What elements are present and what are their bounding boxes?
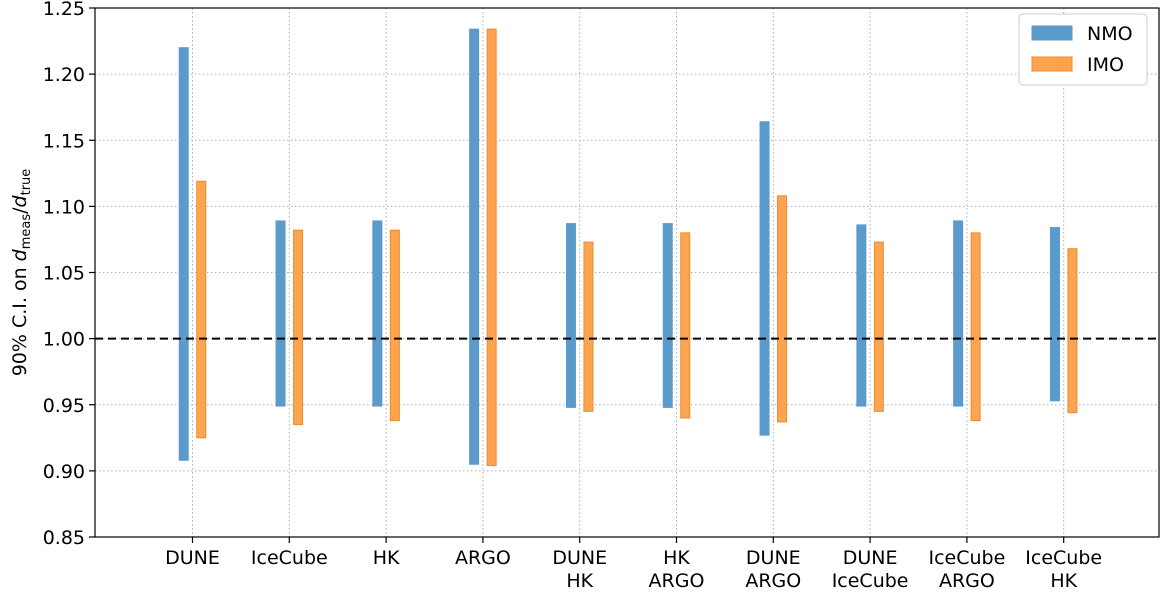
bar-nmo	[178, 47, 189, 461]
bar-imo	[293, 229, 304, 426]
x-tick-label: DUNE	[843, 547, 898, 569]
y-axis-label: 90% C.I. on dmeas/dtrue	[9, 169, 34, 377]
bar-imo	[486, 28, 497, 467]
y-tick-label: 0.95	[43, 395, 85, 417]
bar-nmo	[1049, 227, 1060, 402]
bar-nmo	[662, 223, 673, 408]
x-tick-label: DUNE	[746, 547, 801, 569]
bar-imo	[777, 195, 788, 423]
x-tick-label: ARGO	[939, 570, 995, 592]
x-tick-label: ARGO	[455, 547, 511, 569]
y-tick-label: 1.25	[43, 0, 85, 20]
x-tick-label: DUNE	[165, 547, 220, 569]
x-tick-label: ARGO	[745, 570, 801, 592]
x-tick-label: IceCube	[251, 547, 328, 569]
bar-nmo	[372, 220, 383, 407]
x-tick-label: HK	[373, 547, 400, 569]
y-tick-label: 1.10	[43, 196, 85, 218]
y-tick-label: 1.00	[43, 329, 85, 351]
legend-label-nmo: NMO	[1087, 23, 1133, 45]
bar-imo	[389, 229, 400, 422]
y-tick-label: 1.05	[43, 263, 85, 285]
x-tick-label: HK	[663, 547, 690, 569]
bar-nmo	[469, 28, 480, 465]
y-axis-label-den-var: d	[9, 194, 31, 207]
legend: NMO IMO	[1018, 13, 1148, 86]
grid-lines	[95, 7, 1159, 538]
y-tick-label: 0.85	[43, 527, 85, 549]
x-tick-label: DUNE	[552, 547, 607, 569]
x-tick-label: IceCube	[832, 570, 909, 592]
bar-imo	[680, 232, 691, 419]
bar-imo	[583, 241, 594, 412]
y-tick-label: 0.90	[43, 461, 85, 483]
y-tick-label: 1.15	[43, 130, 85, 152]
bar-imo	[196, 180, 207, 439]
bars	[178, 28, 1078, 467]
y-tick-label: 1.20	[43, 64, 85, 86]
y-axis-label-den-sub: true	[19, 169, 34, 196]
legend-swatch-imo	[1031, 56, 1073, 72]
y-axis-label-prefix: 90% C.I. on	[9, 261, 31, 376]
bar-imo	[1067, 248, 1078, 414]
x-tick-label: HK	[1050, 570, 1077, 592]
bar-imo	[873, 241, 884, 412]
bar-imo	[970, 232, 981, 422]
legend-swatch-nmo	[1031, 25, 1073, 41]
bar-nmo	[953, 220, 964, 407]
y-axis-ticks: 0.85 0.90 0.95 1.00 1.05 1.10 1.15 1.20 1.25	[43, 0, 95, 549]
x-tick-label: IceCube	[928, 547, 1005, 569]
bar-nmo	[856, 224, 867, 407]
y-axis-label-num-var: d	[9, 248, 31, 261]
x-tick-label: IceCube	[1025, 547, 1102, 569]
x-tick-label: HK	[566, 570, 593, 592]
x-axis-ticks: DUNE IceCube HK ARGO DUNEHKHKARGODUNEARGODUN…	[165, 537, 1102, 592]
y-axis-label-slash: /	[9, 207, 31, 214]
bar-nmo	[759, 121, 770, 436]
y-axis-label-num-sub: meas	[19, 214, 34, 250]
legend-label-imo: IMO	[1087, 54, 1124, 76]
bar-nmo	[275, 220, 286, 407]
bar-nmo	[565, 223, 576, 408]
x-tick-label: ARGO	[649, 570, 705, 592]
